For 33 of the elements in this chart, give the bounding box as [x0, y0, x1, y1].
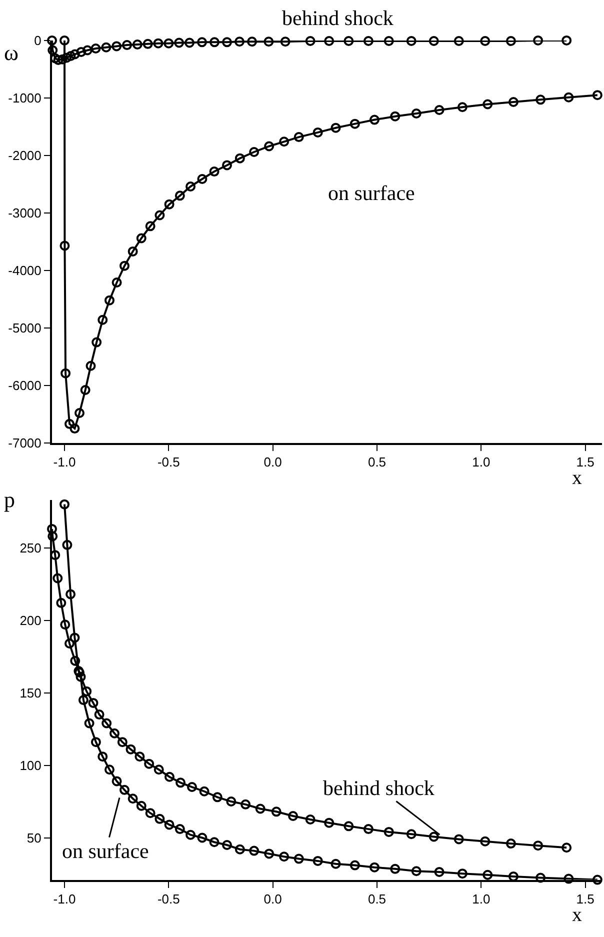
- annotation: on surface: [328, 181, 415, 205]
- x-tick-label: -0.5: [157, 454, 180, 470]
- y-axis-title: p: [4, 487, 15, 512]
- y-axis-title: ω: [4, 40, 18, 65]
- text: behind shock: [282, 6, 394, 30]
- annotation: behind shock: [323, 776, 435, 800]
- y-tick-label: -4000: [8, 262, 42, 278]
- x-tick-label: 1.5: [576, 891, 594, 906]
- y-tick-label: 150: [20, 685, 42, 700]
- x-tick-label: 1.0: [472, 891, 490, 906]
- x-tick-label: -0.5: [157, 891, 180, 906]
- y-tick-label: -6000: [8, 378, 42, 393]
- x-tick-label: 1.5: [576, 454, 594, 470]
- x-axis-title: x: [572, 904, 582, 926]
- x-tick-label: 1.0: [472, 454, 490, 470]
- x-tick-label: -1.0: [53, 891, 76, 906]
- y-tick-label: 50: [26, 830, 42, 846]
- y-tick-label: -7000: [8, 435, 42, 450]
- y-tick-label: 100: [20, 758, 42, 773]
- y-tick-label: 250: [20, 540, 42, 556]
- y-tick-label: -2000: [8, 148, 42, 163]
- x-tick-label: -1.0: [53, 454, 76, 470]
- annotation: on surface: [62, 839, 149, 863]
- x-tick-label: 0.0: [264, 891, 282, 906]
- x-axis-title: x: [572, 467, 582, 489]
- y-tick-label: -3000: [8, 205, 42, 220]
- y-tick-label: 0: [34, 33, 42, 48]
- y-tick-label: 200: [20, 612, 42, 628]
- x-tick-label: 0.5: [368, 891, 386, 906]
- x-tick-label: 0.5: [368, 454, 386, 470]
- x-tick-label: 0.0: [264, 454, 282, 470]
- y-tick-label: -5000: [8, 320, 42, 336]
- y-tick-label: -1000: [8, 90, 42, 106]
